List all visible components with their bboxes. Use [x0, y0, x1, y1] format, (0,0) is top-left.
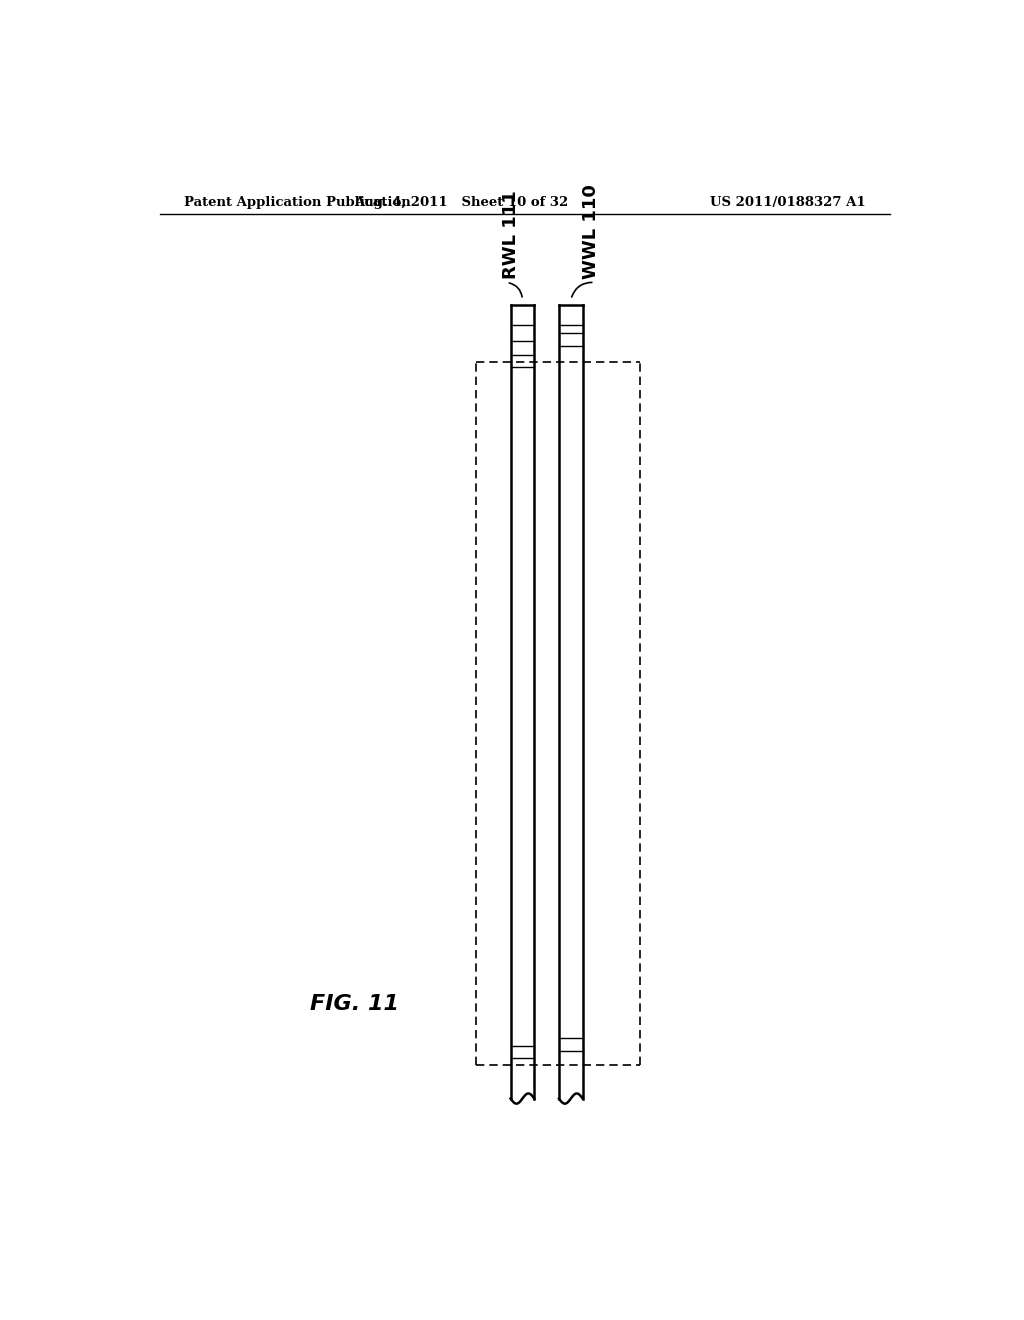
Text: FIG. 11: FIG. 11	[309, 994, 398, 1014]
Text: Aug. 4, 2011   Sheet 10 of 32: Aug. 4, 2011 Sheet 10 of 32	[354, 195, 568, 209]
Text: RWL 111: RWL 111	[502, 190, 519, 280]
Text: WWL 110: WWL 110	[582, 185, 600, 280]
Text: Patent Application Publication: Patent Application Publication	[183, 195, 411, 209]
Text: US 2011/0188327 A1: US 2011/0188327 A1	[711, 195, 866, 209]
